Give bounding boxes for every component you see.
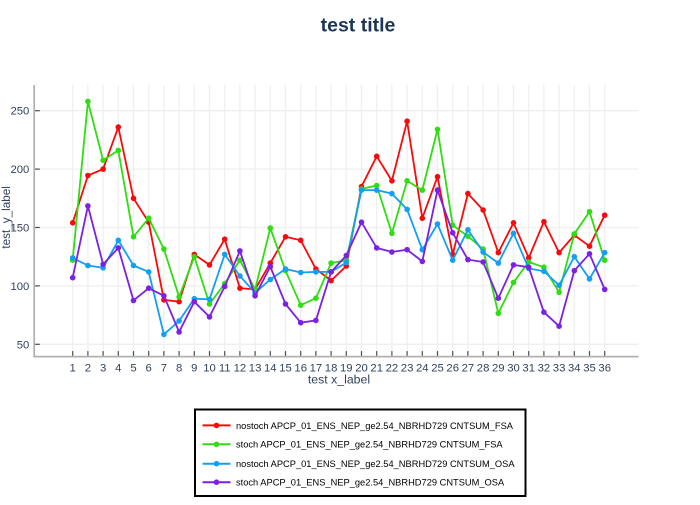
svg-text:21: 21 bbox=[370, 363, 383, 375]
svg-text:26: 26 bbox=[446, 363, 459, 375]
svg-text:4: 4 bbox=[115, 363, 121, 375]
svg-text:22: 22 bbox=[386, 363, 399, 375]
svg-text:7: 7 bbox=[161, 363, 167, 375]
svg-text:24: 24 bbox=[416, 363, 429, 375]
svg-text:19: 19 bbox=[340, 363, 353, 375]
svg-text:36: 36 bbox=[598, 363, 611, 375]
svg-text:9: 9 bbox=[191, 363, 197, 375]
svg-text:nostoch APCP_01_ENS_NEP_ge2.54: nostoch APCP_01_ENS_NEP_ge2.54_NBRHD729 … bbox=[236, 459, 515, 469]
svg-text:20: 20 bbox=[355, 363, 368, 375]
svg-text:18: 18 bbox=[325, 363, 338, 375]
svg-text:3: 3 bbox=[100, 363, 106, 375]
svg-text:16: 16 bbox=[294, 363, 307, 375]
svg-text:1: 1 bbox=[70, 363, 76, 375]
svg-text:8: 8 bbox=[176, 363, 182, 375]
svg-text:200: 200 bbox=[10, 164, 29, 176]
svg-text:50: 50 bbox=[17, 339, 30, 351]
svg-text:14: 14 bbox=[264, 363, 277, 375]
svg-text:31: 31 bbox=[522, 363, 535, 375]
svg-text:test_y_label: test_y_label bbox=[0, 186, 13, 248]
svg-text:5: 5 bbox=[130, 363, 136, 375]
svg-text:nostoch APCP_01_ENS_NEP_ge2.54: nostoch APCP_01_ENS_NEP_ge2.54_NBRHD729 … bbox=[236, 421, 514, 431]
svg-text:28: 28 bbox=[477, 363, 490, 375]
svg-text:test x_label: test x_label bbox=[308, 372, 370, 386]
svg-text:test title: test title bbox=[321, 15, 396, 37]
svg-text:11: 11 bbox=[219, 363, 231, 375]
svg-text:100: 100 bbox=[10, 281, 29, 293]
svg-text:6: 6 bbox=[146, 363, 152, 375]
svg-text:250: 250 bbox=[10, 106, 29, 118]
svg-text:25: 25 bbox=[431, 363, 444, 375]
svg-text:34: 34 bbox=[568, 363, 581, 375]
svg-text:17: 17 bbox=[310, 363, 323, 375]
svg-text:12: 12 bbox=[234, 363, 247, 375]
svg-text:13: 13 bbox=[249, 363, 262, 375]
svg-text:stoch APCP_01_ENS_NEP_ge2.54_N: stoch APCP_01_ENS_NEP_ge2.54_NBRHD729 CN… bbox=[236, 440, 503, 450]
svg-text:30: 30 bbox=[507, 363, 520, 375]
svg-text:10: 10 bbox=[203, 363, 216, 375]
svg-text:32: 32 bbox=[538, 363, 551, 375]
svg-text:150: 150 bbox=[10, 223, 29, 235]
svg-text:27: 27 bbox=[462, 363, 475, 375]
svg-text:stoch APCP_01_ENS_NEP_ge2.54_N: stoch APCP_01_ENS_NEP_ge2.54_NBRHD729 CN… bbox=[236, 478, 505, 488]
svg-text:2: 2 bbox=[85, 363, 91, 375]
svg-text:33: 33 bbox=[553, 363, 566, 375]
svg-text:15: 15 bbox=[279, 363, 292, 375]
svg-text:29: 29 bbox=[492, 363, 505, 375]
svg-text:23: 23 bbox=[401, 363, 414, 375]
svg-text:35: 35 bbox=[583, 363, 596, 375]
